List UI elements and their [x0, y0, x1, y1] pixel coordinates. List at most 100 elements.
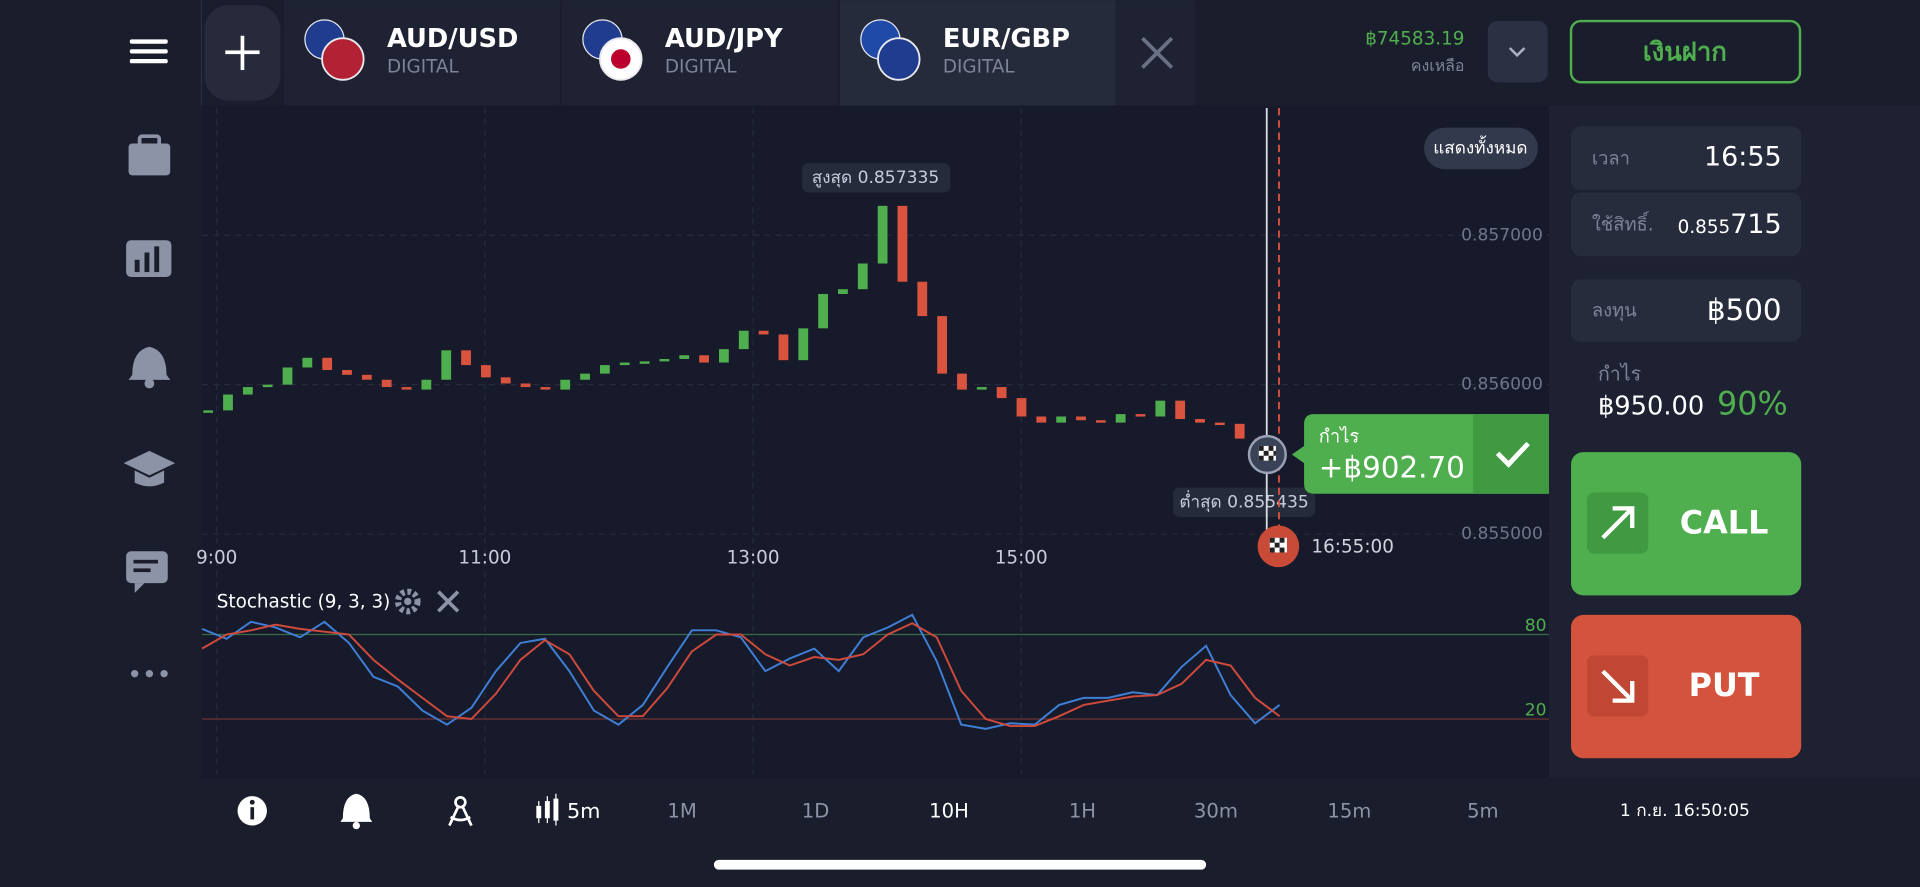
- portfolio-icon[interactable]: [128, 134, 171, 176]
- flag: [321, 37, 365, 81]
- profit-value: ฿950.00: [1598, 391, 1704, 421]
- invest-label: ลงทุน: [1592, 300, 1637, 322]
- candle: [461, 350, 471, 366]
- expiry-marker: [1257, 525, 1300, 568]
- tab[interactable]: AUD/USD DIGITAL: [284, 0, 560, 106]
- candle: [401, 387, 412, 390]
- stochastic-line: [201, 622, 1281, 728]
- call-button[interactable]: CALL: [1571, 452, 1802, 596]
- timeframe[interactable]: 30m: [1194, 800, 1238, 823]
- candle-period[interactable]: 5m: [567, 799, 601, 823]
- candle: [877, 205, 888, 264]
- flag: [877, 37, 921, 81]
- candle: [441, 350, 452, 380]
- tab-kind[interactable]: DIGITAL: [665, 57, 738, 78]
- menu-button[interactable]: [129, 39, 168, 64]
- chat-icon[interactable]: [126, 551, 168, 593]
- add-tab-button[interactable]: [204, 5, 281, 101]
- close-tab-button[interactable]: [1115, 0, 1196, 106]
- tab-kind[interactable]: DIGITAL: [387, 57, 460, 78]
- high-text: สูงสุด 0.857335: [812, 168, 940, 188]
- candle: [719, 349, 729, 363]
- timeframe[interactable]: 1H: [1069, 800, 1096, 823]
- timeframe[interactable]: 15m: [1327, 800, 1371, 823]
- candle: [600, 365, 610, 374]
- flag-dot: [611, 49, 631, 69]
- strike-prefix: 0.855: [1678, 217, 1731, 238]
- put-button[interactable]: PUT: [1571, 614, 1802, 759]
- candle: [203, 410, 214, 413]
- price-tick-label: 0.855000: [1461, 524, 1543, 544]
- put-label[interactable]: PUT: [1689, 666, 1760, 704]
- candle: [540, 387, 551, 390]
- tab-pair[interactable]: EUR/GBP: [943, 24, 1070, 54]
- indicator-name: Stochastic (9, 3, 3): [217, 592, 391, 613]
- candle: [1095, 420, 1106, 423]
- candle: [322, 357, 333, 371]
- time-label: 15:00: [995, 548, 1048, 569]
- candle: [917, 281, 928, 317]
- candle: [897, 205, 908, 282]
- candle: [361, 374, 372, 380]
- entry-marker: [1247, 434, 1287, 475]
- time-label: เวลา: [1592, 148, 1630, 169]
- profit-bubble-label: กำไร: [1319, 425, 1360, 447]
- datetime: 1 ก.ย. 16:50:05: [1620, 801, 1750, 821]
- deposit-label[interactable]: เงินฝาก: [1643, 37, 1727, 67]
- invest-box[interactable]: [1571, 279, 1802, 342]
- tab-pair[interactable]: AUD/USD: [387, 24, 518, 54]
- tab[interactable]: EUR/GBP DIGITAL: [840, 0, 1116, 106]
- candle: [381, 379, 392, 388]
- time-label: 11:00: [458, 548, 511, 569]
- time-box[interactable]: [1571, 126, 1802, 191]
- candle: [480, 365, 491, 378]
- low-label: ต่ำสุด 0.855435: [1173, 487, 1316, 517]
- candle: [302, 357, 313, 368]
- indicator-settings[interactable]: [394, 588, 421, 615]
- candle: [699, 355, 709, 363]
- more-icon[interactable]: [131, 670, 168, 678]
- candle: [282, 367, 293, 385]
- call-label[interactable]: CALL: [1680, 503, 1769, 541]
- level-label: 20: [1525, 700, 1547, 720]
- candle: [1135, 414, 1146, 417]
- tab-pair[interactable]: AUD/JPY: [665, 24, 783, 54]
- show-all-button[interactable]: แสดงทั้งหมด: [1424, 127, 1538, 170]
- deposit-button[interactable]: เงินฝาก: [1569, 19, 1802, 84]
- balance-amount: ฿74583.19: [1365, 28, 1464, 49]
- alerts-icon[interactable]: [128, 346, 171, 389]
- candle: [679, 355, 690, 359]
- profit-bubble: กำไร +฿902.70: [1291, 414, 1549, 494]
- candle: [1016, 398, 1027, 417]
- info-button[interactable]: [237, 796, 267, 826]
- alert-button[interactable]: [340, 793, 373, 830]
- tab[interactable]: AUD/JPY DIGITAL: [562, 0, 838, 106]
- timeframe[interactable]: 1M: [667, 800, 696, 823]
- candle: [560, 379, 571, 390]
- timeframe[interactable]: 10H: [929, 800, 969, 823]
- candle-type-button[interactable]: [536, 793, 559, 826]
- candle: [1195, 419, 1205, 423]
- balance-dropdown[interactable]: [1487, 21, 1548, 83]
- low-text: ต่ำสุด 0.855435: [1179, 489, 1308, 512]
- indicator-close[interactable]: [437, 590, 460, 613]
- profit-label: กำไร: [1598, 362, 1641, 385]
- time-label: 9:00: [196, 548, 237, 569]
- show-all-label[interactable]: แสดงทั้งหมด: [1433, 135, 1527, 158]
- candle: [798, 328, 809, 361]
- tab-kind[interactable]: DIGITAL: [943, 57, 1016, 78]
- strike-suffix: 715: [1730, 209, 1781, 240]
- timeframe[interactable]: 1D: [802, 800, 830, 823]
- strike-box[interactable]: [1571, 192, 1802, 257]
- candle: [818, 293, 828, 329]
- stats-icon[interactable]: [126, 240, 172, 277]
- stochastic-line: [201, 613, 1281, 730]
- candle: [1115, 414, 1126, 423]
- candle: [1036, 416, 1047, 423]
- candle: [1234, 423, 1245, 439]
- candle: [262, 384, 273, 388]
- drawing-tools-button[interactable]: [448, 796, 473, 827]
- timeframe[interactable]: 5m: [1467, 800, 1499, 823]
- candle: [619, 362, 630, 366]
